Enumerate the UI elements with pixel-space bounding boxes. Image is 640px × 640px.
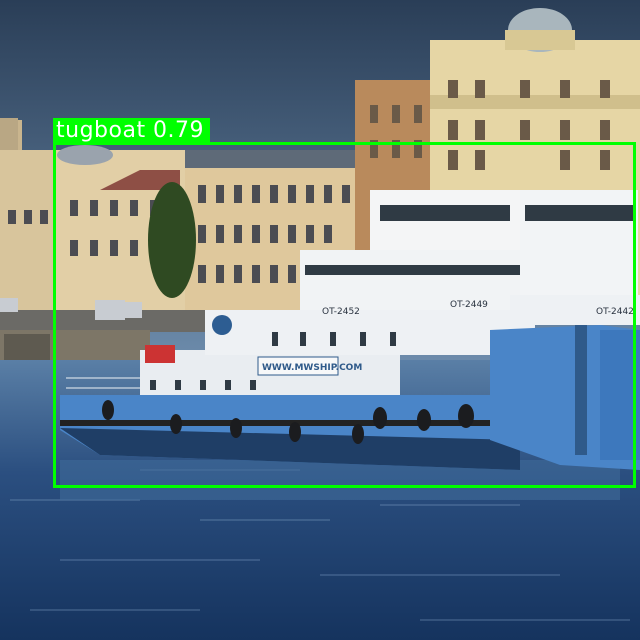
hull-number-1: OT-2452 <box>322 307 360 317</box>
detection-box <box>53 142 636 488</box>
hull-signage: OT-2452 OT-2449 OT-2442 WWW.MWSHIP.COM <box>262 300 634 373</box>
hull-number-2: OT-2449 <box>450 300 488 310</box>
left-buildings <box>0 118 360 315</box>
hull-website: WWW.MWSHIP.COM <box>262 363 362 373</box>
hull-number-3: OT-2442 <box>596 307 634 317</box>
detection-label: tugboat 0.79 <box>53 118 211 144</box>
tugboat <box>60 190 540 470</box>
